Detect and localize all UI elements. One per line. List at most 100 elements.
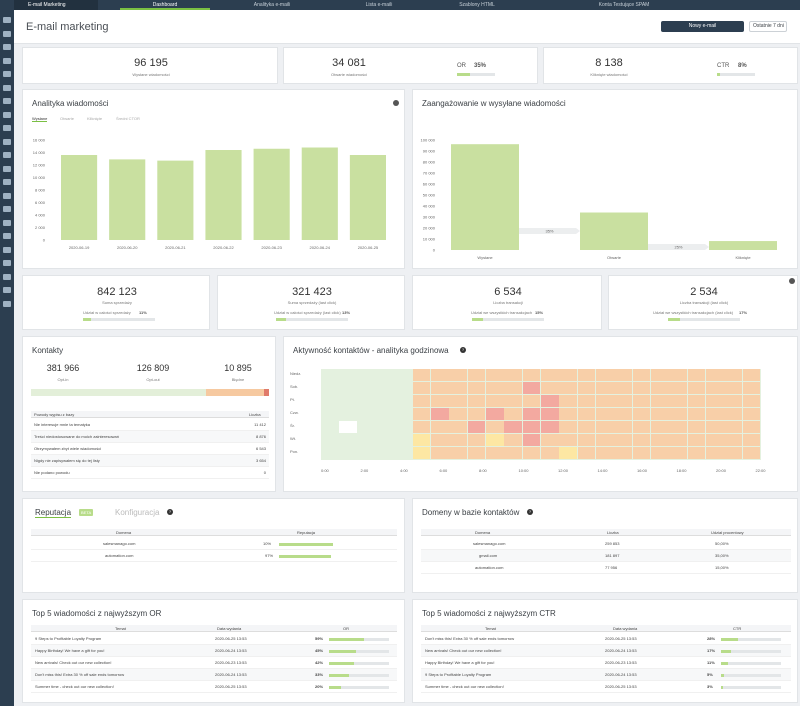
sidebar-nav-icon[interactable] <box>3 44 11 50</box>
heatmap-cell[interactable] <box>467 447 486 460</box>
heatmap-cell[interactable] <box>486 395 504 408</box>
table-row[interactable]: Don't miss this! Extra 30 % off sale end… <box>421 633 791 645</box>
heatmap-cell[interactable] <box>742 382 761 395</box>
heatmap-cell[interactable] <box>486 382 504 395</box>
heatmap-cell[interactable] <box>339 421 358 434</box>
heatmap-cell[interactable] <box>614 447 633 460</box>
heatmap-cell[interactable] <box>577 408 596 421</box>
tab-email-list[interactable]: Lista e-maili <box>365 2 393 8</box>
heatmap-cell[interactable] <box>742 369 761 382</box>
heatmap-cell[interactable] <box>577 369 596 382</box>
heatmap-cell[interactable] <box>357 382 376 395</box>
heatmap-cell[interactable] <box>559 434 578 447</box>
tab-reputation[interactable]: Reputacja <box>35 508 72 518</box>
heatmap-cell[interactable] <box>504 421 523 434</box>
sidebar-nav-icon[interactable] <box>3 165 11 172</box>
heatmap-cell[interactable] <box>467 421 486 434</box>
heatmap-cell[interactable] <box>376 434 394 447</box>
new-email-button[interactable]: Nowy e-mail <box>661 21 744 32</box>
heatmap-cell[interactable] <box>596 434 614 447</box>
sidebar-nav-icon[interactable] <box>3 287 11 293</box>
heatmap-cell[interactable] <box>394 369 413 382</box>
heatmap-cell[interactable] <box>412 447 431 460</box>
heatmap-cell[interactable] <box>651 408 669 421</box>
tab-dashboard[interactable]: Dashboard <box>120 0 210 10</box>
bar[interactable] <box>709 241 777 250</box>
heatmap-cell[interactable] <box>541 434 559 447</box>
heatmap-cell[interactable] <box>431 395 449 408</box>
heatmap-cell[interactable] <box>357 434 376 447</box>
table-row[interactable]: Happy Birthday! We have a gift for you! 2… <box>31 645 397 657</box>
heatmap-cell[interactable] <box>577 421 596 434</box>
table-row[interactable]: Summer time - check out our new collecti… <box>421 681 791 693</box>
heatmap-cell[interactable] <box>706 395 724 408</box>
settings-gear-icon[interactable] <box>393 100 399 106</box>
heatmap-cell[interactable] <box>669 434 688 447</box>
heatmap-cell[interactable] <box>651 382 669 395</box>
heatmap-cell[interactable] <box>614 395 633 408</box>
heatmap-cell[interactable] <box>412 382 431 395</box>
heatmap-cell[interactable] <box>394 434 413 447</box>
heatmap-cell[interactable] <box>431 421 449 434</box>
heatmap-cell[interactable] <box>376 369 394 382</box>
heatmap-cell[interactable] <box>632 408 651 421</box>
heatmap-cell[interactable] <box>339 369 358 382</box>
heatmap-cell[interactable] <box>669 447 688 460</box>
tab-spam-accounts[interactable]: Konta Testujące SPAM <box>598 2 650 8</box>
heatmap-cell[interactable] <box>577 382 596 395</box>
heatmap-cell[interactable] <box>687 408 706 421</box>
heatmap-cell[interactable] <box>431 408 449 421</box>
heatmap-cell[interactable] <box>687 421 706 434</box>
heatmap-cell[interactable] <box>559 421 578 434</box>
heatmap-cell[interactable] <box>339 447 358 460</box>
heatmap-cell[interactable] <box>376 382 394 395</box>
heatmap-cell[interactable] <box>577 434 596 447</box>
heatmap-cell[interactable] <box>522 369 541 382</box>
heatmap-cell[interactable] <box>559 447 578 460</box>
sidebar-nav-icon[interactable] <box>3 219 11 226</box>
tab-configuration[interactable]: Konfiguracja <box>115 508 160 517</box>
heatmap-cell[interactable] <box>687 447 706 460</box>
heatmap-cell[interactable] <box>541 369 559 382</box>
heatmap-cell[interactable] <box>559 369 578 382</box>
heatmap-cell[interactable] <box>614 408 633 421</box>
tab-sent[interactable]: Wysłane <box>32 116 48 122</box>
table-row[interactable]: New arrivals! Check out our new collecti… <box>31 657 397 669</box>
heatmap-cell[interactable] <box>596 395 614 408</box>
heatmap-cell[interactable] <box>669 369 688 382</box>
heatmap-cell[interactable] <box>614 434 633 447</box>
heatmap-cell[interactable] <box>339 382 358 395</box>
table-row[interactable]: Summer time - check out our new collecti… <box>31 681 397 693</box>
heatmap-cell[interactable] <box>632 369 651 382</box>
heatmap-cell[interactable] <box>706 369 724 382</box>
heatmap-cell[interactable] <box>577 447 596 460</box>
heatmap-cell[interactable] <box>449 382 468 395</box>
heatmap-cell[interactable] <box>321 369 339 382</box>
tab-html-templates[interactable]: Szablony HTML <box>459 2 495 8</box>
heatmap-cell[interactable] <box>596 408 614 421</box>
table-row[interactable]: 9 Steps to Profitable Loyalty Program 202… <box>421 669 791 681</box>
heatmap-cell[interactable] <box>357 421 376 434</box>
heatmap-cell[interactable] <box>724 369 743 382</box>
heatmap-cell[interactable] <box>394 421 413 434</box>
heatmap-cell[interactable] <box>412 395 431 408</box>
heatmap-cell[interactable] <box>522 447 541 460</box>
heatmap-cell[interactable] <box>651 395 669 408</box>
heatmap-cell[interactable] <box>321 408 339 421</box>
heatmap-cell[interactable] <box>559 395 578 408</box>
bar[interactable] <box>451 144 519 250</box>
heatmap-cell[interactable] <box>467 408 486 421</box>
heatmap-cell[interactable] <box>467 369 486 382</box>
sidebar-nav-icon[interactable] <box>3 138 11 145</box>
tab-ctor[interactable]: Średni CTOR <box>116 116 140 121</box>
heatmap-cell[interactable] <box>431 447 449 460</box>
heatmap-cell[interactable] <box>467 434 486 447</box>
heatmap-cell[interactable] <box>742 447 761 460</box>
heatmap-cell[interactable] <box>596 421 614 434</box>
heatmap-cell[interactable] <box>742 395 761 408</box>
heatmap-cell[interactable] <box>412 408 431 421</box>
heatmap-cell[interactable] <box>431 369 449 382</box>
heatmap-cell[interactable] <box>376 395 394 408</box>
bar[interactable] <box>109 159 146 240</box>
settings-gear-icon[interactable] <box>789 278 795 284</box>
